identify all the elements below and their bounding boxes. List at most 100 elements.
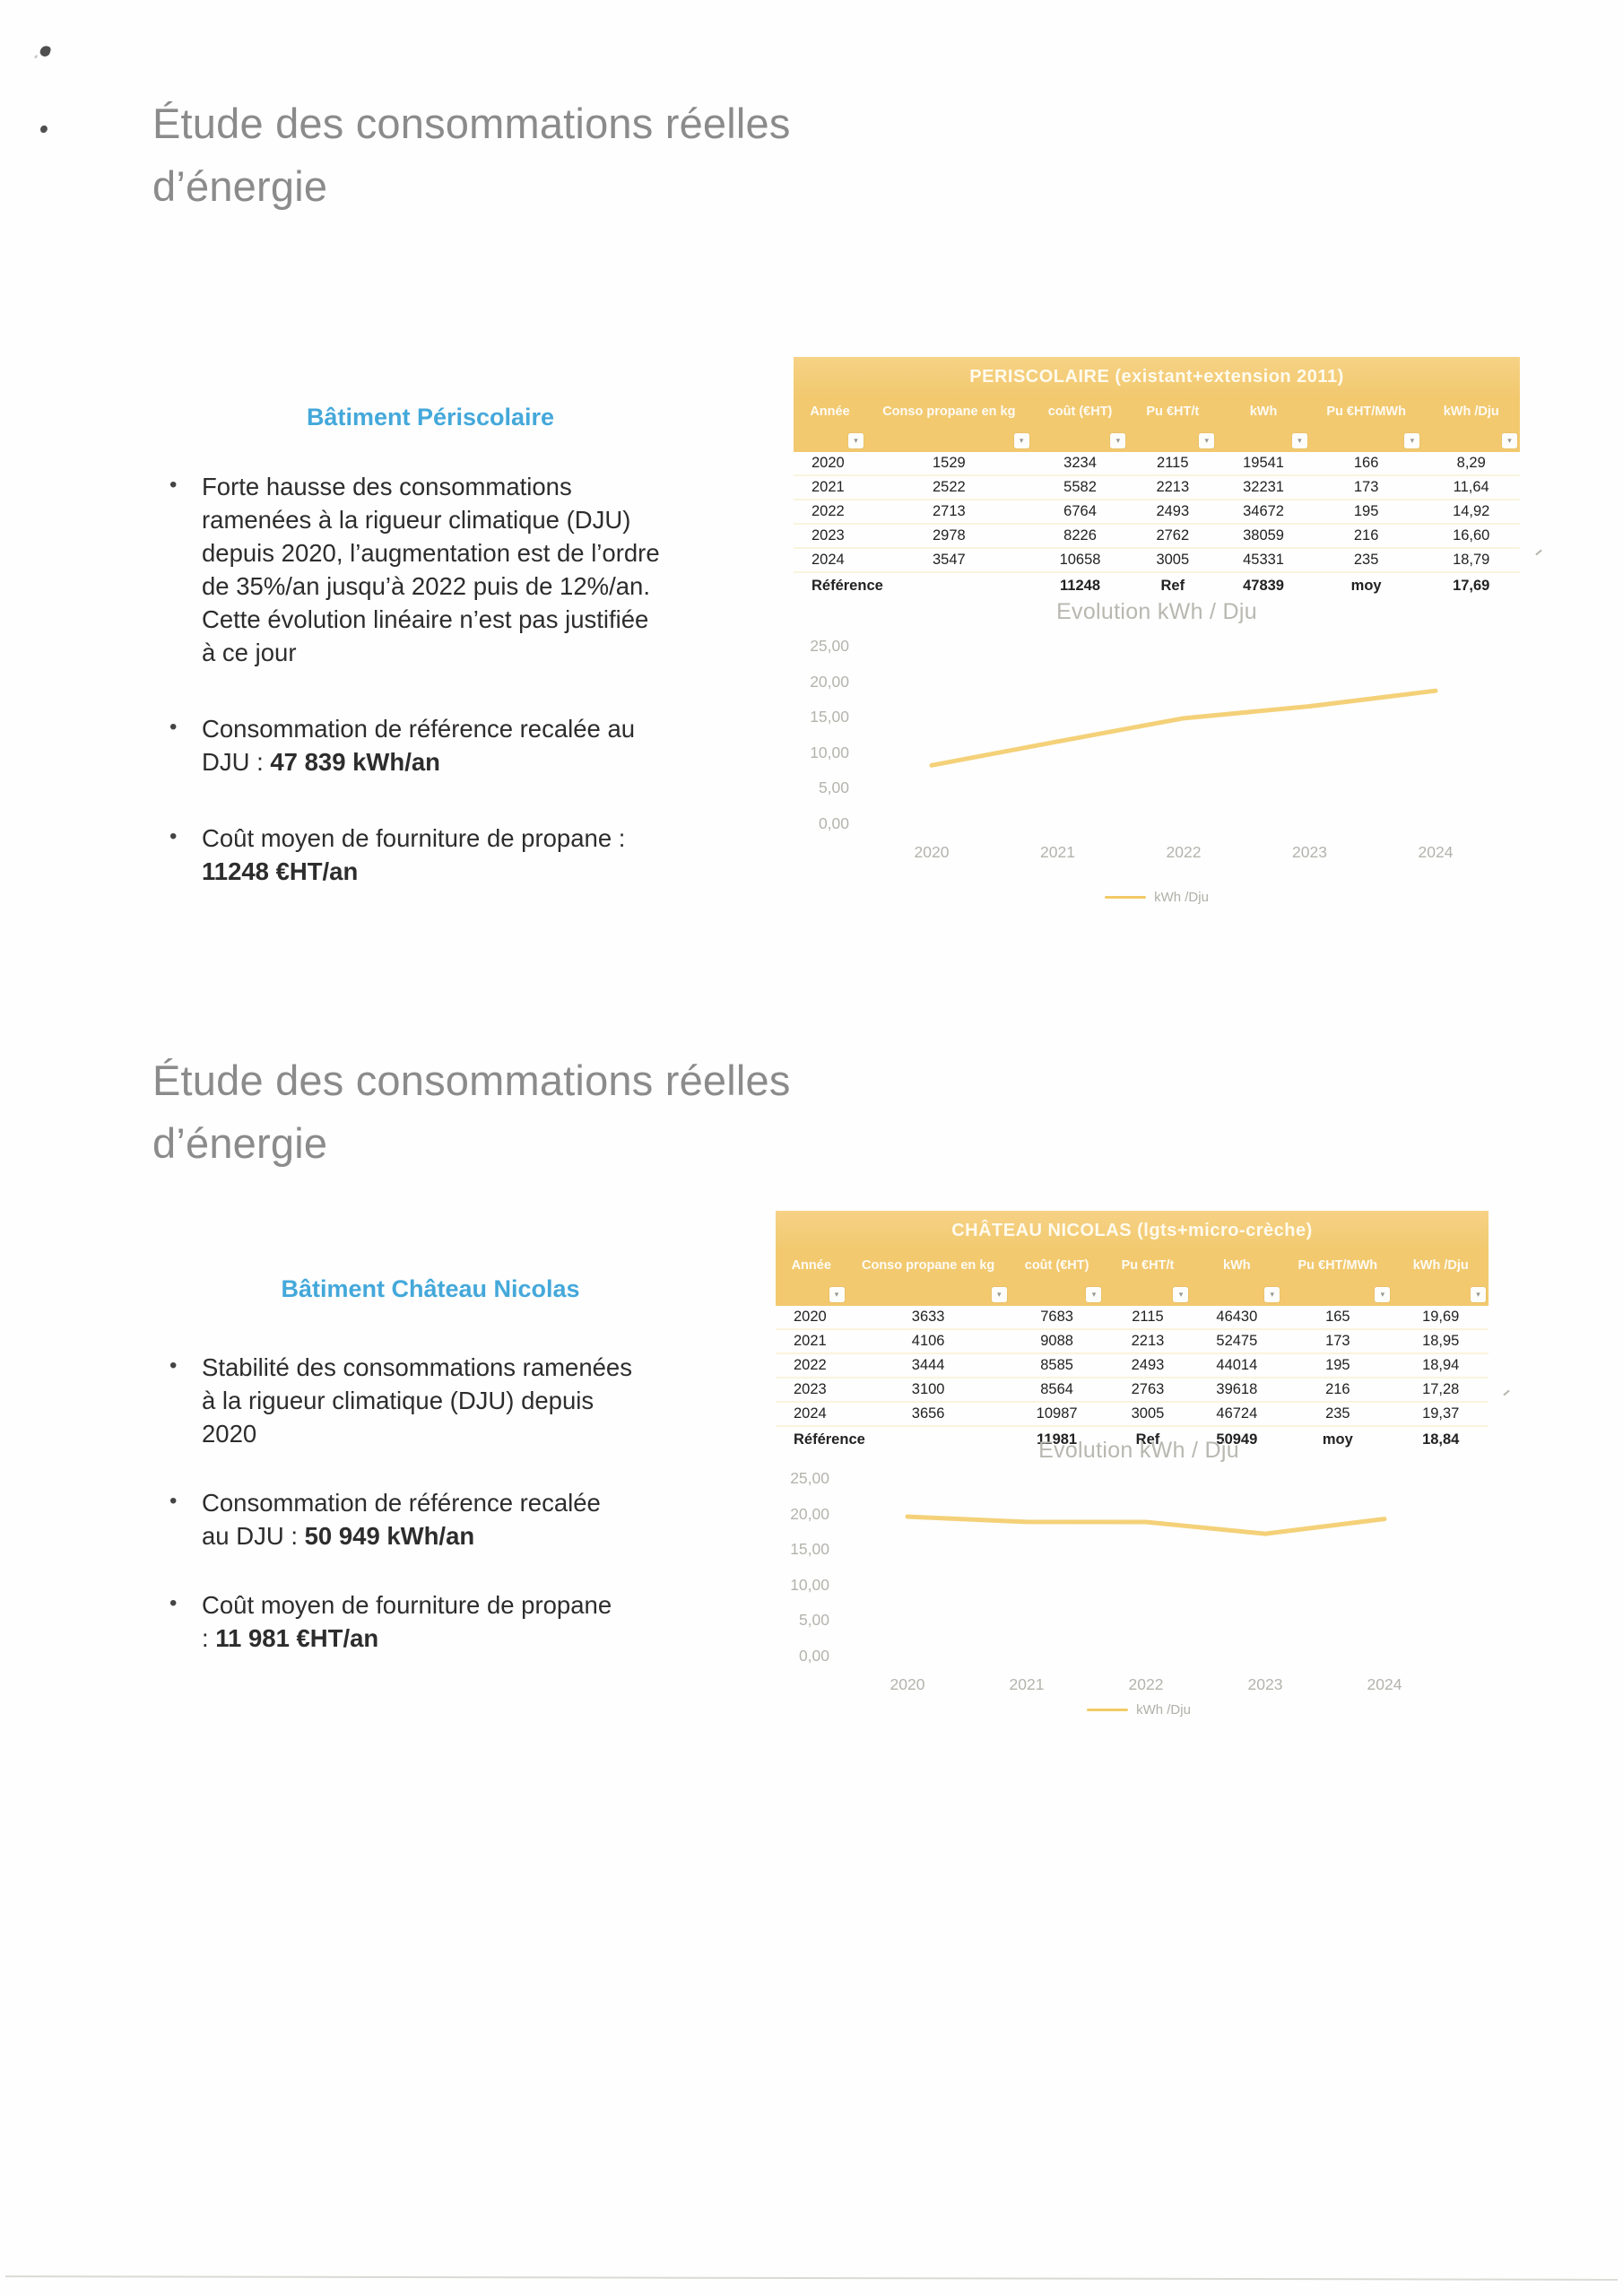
- table-row: 2023 3100 8564 2763 39618 216 17,28: [776, 1378, 1488, 1403]
- filter-dropdown-icon: ▾: [1264, 1287, 1280, 1302]
- x-axis-tick: 2024: [1367, 1675, 1402, 1693]
- table-title: CHÂTEAU NICOLAS (lgts+micro-crèche): [776, 1211, 1488, 1250]
- table-cell: 1529: [866, 452, 1032, 476]
- table-cell: 2713: [866, 500, 1032, 525]
- x-axis-tick: 2020: [914, 843, 950, 861]
- table-cell: 10658: [1031, 548, 1129, 573]
- chart-line: [905, 1514, 1387, 1536]
- column-header: Année ▾: [776, 1250, 847, 1306]
- table-cell: 47839: [1217, 571, 1310, 599]
- table-cell: 3656: [846, 1402, 1010, 1427]
- column-header: Conso propane en kg ▾: [846, 1250, 1010, 1306]
- y-axis-tick: 5,00: [798, 1611, 829, 1630]
- table-cell: 9088: [1009, 1329, 1105, 1354]
- y-axis-tick: 20,00: [790, 1504, 829, 1523]
- y-axis-tick: 5,00: [818, 778, 849, 797]
- table-cell: 2022: [794, 500, 866, 525]
- chart-line: [929, 688, 1438, 768]
- table-cell: 2021: [794, 475, 866, 500]
- x-axis-tick: 2021: [1040, 843, 1075, 861]
- table-cell: 2115: [1104, 1306, 1192, 1330]
- filter-dropdown-icon: ▾: [1404, 433, 1420, 448]
- column-header: kWh ▾: [1217, 396, 1310, 452]
- filter-dropdown-icon: ▾: [848, 433, 864, 448]
- bullet-item: Consommation de référence recalée au DJU…: [168, 710, 715, 778]
- table-row: 2020 1529 3234 2115 19541 166 8,29: [794, 452, 1520, 476]
- column-header-label: Pu €HT/MWh: [1298, 1258, 1378, 1273]
- chart-title: Evolution kWh / Dju: [1056, 599, 1257, 624]
- column-header: coût (€HT) ▾: [1009, 1250, 1105, 1306]
- building-heading: Bâtiment Château Nicolas: [281, 1275, 580, 1302]
- table-cell: 18,95: [1393, 1329, 1488, 1354]
- column-header-label: Pu €HT/MWh: [1326, 404, 1406, 419]
- filter-dropdown-icon: ▾: [1502, 433, 1517, 448]
- table-cell: 2493: [1128, 500, 1218, 525]
- table-cell: 2020: [794, 452, 866, 476]
- table-cell: 18,79: [1422, 548, 1520, 573]
- bullet-text: Coût moyen de fourniture de propane :: [202, 824, 626, 852]
- table-row: 2021 2522 5582 2213 32231 173 11,64: [794, 475, 1520, 500]
- column-header-label: kWh: [1249, 404, 1278, 419]
- filter-dropdown-icon: ▾: [1173, 1287, 1189, 1302]
- table-cell: 32231: [1217, 475, 1310, 500]
- column-header: kWh ▾: [1191, 1250, 1283, 1306]
- consumption-table: CHÂTEAU NICOLAS (lgts+micro-crèche) Anné…: [776, 1211, 1488, 1453]
- table-cell: 44014: [1191, 1353, 1283, 1378]
- filter-dropdown-icon: ▾: [1375, 1287, 1391, 1302]
- table-row: 2022 2713 6764 2493 34672 195 14,92: [794, 500, 1520, 525]
- slide-title: Étude des consommations réelles d’énergi…: [152, 1057, 791, 1167]
- legend-label: kWh /Dju: [1136, 1702, 1191, 1718]
- column-header-label: kWh /Dju: [1412, 1258, 1469, 1273]
- y-axis-tick: 10,00: [810, 743, 849, 761]
- bullet-text: Forte hausse des consommations ramenées …: [202, 473, 660, 666]
- scan-speck: [39, 44, 52, 58]
- bullet-bold-text: 47 839 kWh/an: [270, 748, 440, 776]
- reference-row: Référence 11248 Ref 47839 moy 17,69: [794, 571, 1520, 599]
- table-cell: 3547: [866, 548, 1032, 573]
- column-header: Pu €HT/t ▾: [1104, 1250, 1192, 1306]
- table-cell: [846, 1425, 1010, 1453]
- table-cell: 16,60: [1422, 524, 1520, 549]
- table-cell: 2023: [776, 1378, 847, 1403]
- table-cell: 11,64: [1422, 475, 1520, 500]
- chart-title: Evolution kWh / Dju: [1038, 1438, 1239, 1463]
- column-header: Conso propane en kg ▾: [866, 396, 1032, 452]
- filter-dropdown-icon: ▾: [1086, 1287, 1102, 1302]
- table-cell: 19,69: [1393, 1306, 1488, 1330]
- table-cell: 5582: [1031, 475, 1129, 500]
- table-cell: 195: [1282, 1353, 1393, 1378]
- y-axis-tick: 0,00: [818, 814, 849, 832]
- x-axis-tick: 2022: [1166, 843, 1202, 861]
- table-cell: 2213: [1128, 475, 1218, 500]
- table-cell: 18,84: [1393, 1425, 1488, 1453]
- line-chart-evolution: Evolution kWh / Dju kWh /Dju 0,00 5,00 10,…: [794, 592, 1520, 906]
- bullet-text: Coût moyen de fourniture de propane :: [202, 1591, 612, 1652]
- legend-line-key: [1087, 1708, 1129, 1712]
- x-axis-tick: 2023: [1292, 843, 1327, 861]
- table-cell: 2493: [1104, 1353, 1192, 1378]
- filter-dropdown-icon: ▾: [1110, 433, 1126, 448]
- column-header-label: coût (€HT): [1024, 1258, 1089, 1273]
- table-cell: 3100: [846, 1378, 1010, 1403]
- table-cell: 2522: [866, 475, 1032, 500]
- table-cell: 46430: [1191, 1306, 1283, 1330]
- bullet-list: Stabilité des consommations ramenées à l…: [168, 1349, 715, 1691]
- x-axis-tick: 2022: [1128, 1675, 1164, 1693]
- filter-dropdown-icon: ▾: [1013, 433, 1029, 448]
- table-cell: 3633: [846, 1306, 1010, 1330]
- table-cell: moy: [1309, 571, 1423, 599]
- table-cell: 2021: [776, 1329, 847, 1354]
- bullet-item: Coût moyen de fourniture de propane : 11…: [168, 1587, 715, 1655]
- table-cell: 8585: [1009, 1353, 1105, 1378]
- column-header: Pu €HT/MWh ▾: [1309, 396, 1423, 452]
- table-cell: 7683: [1009, 1306, 1105, 1330]
- bullet-text: Consommation de référence recalée au DJU…: [202, 1489, 601, 1550]
- y-axis-tick: 0,00: [798, 1647, 829, 1665]
- table-cell: 6764: [1031, 500, 1129, 525]
- table-cell: [866, 571, 1032, 599]
- chart-legend: kWh /Dju: [794, 890, 1520, 905]
- y-axis-tick: 10,00: [790, 1575, 829, 1594]
- table-cell: 11248: [1031, 571, 1129, 599]
- column-header-label: coût (€HT): [1047, 404, 1113, 419]
